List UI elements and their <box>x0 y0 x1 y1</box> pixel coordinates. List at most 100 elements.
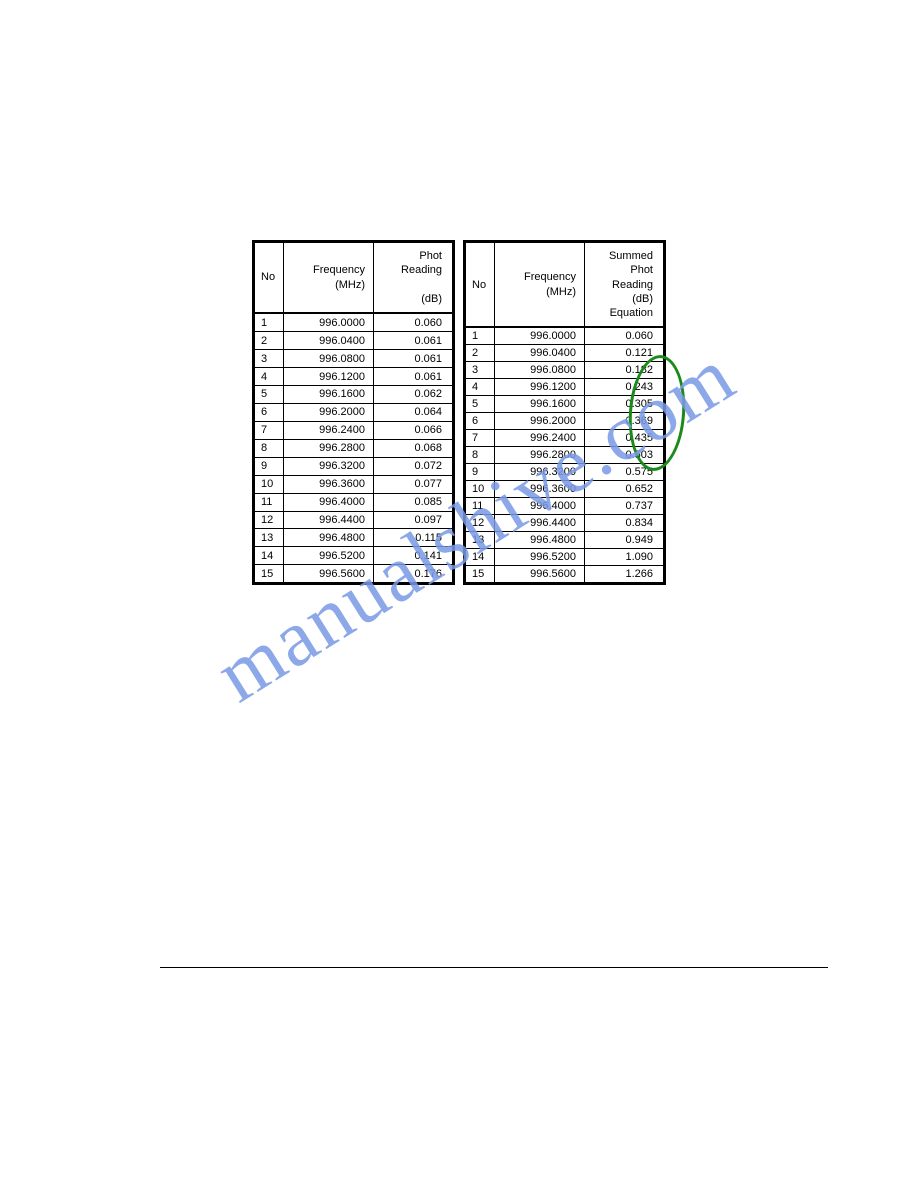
table-row: 15996.56000.176 <box>254 565 454 584</box>
table-row: 7996.24000.066 <box>254 421 454 439</box>
cell-frequency: 996.4000 <box>284 493 374 511</box>
table-row: 4996.12000.061 <box>254 368 454 386</box>
cell-no: 3 <box>465 362 495 379</box>
table-row: 12996.44000.834 <box>465 515 665 532</box>
table-header-row: No Frequency (MHz) Summed Phot Reading (… <box>465 242 665 328</box>
cell-frequency: 996.2400 <box>284 421 374 439</box>
cell-no: 4 <box>254 368 284 386</box>
cell-no: 15 <box>465 566 495 584</box>
cell-frequency: 996.0800 <box>495 362 585 379</box>
cell-no: 10 <box>254 475 284 493</box>
cell-no: 4 <box>465 379 495 396</box>
cell-no: 5 <box>254 385 284 403</box>
cell-no: 3 <box>254 350 284 368</box>
cell-frequency: 996.2000 <box>495 413 585 430</box>
cell-frequency: 996.4000 <box>495 498 585 515</box>
table-row: 11996.40000.085 <box>254 493 454 511</box>
cell-no: 7 <box>465 430 495 447</box>
cell-frequency: 996.0800 <box>284 350 374 368</box>
table-row: 13996.48000.115 <box>254 529 454 547</box>
cell-value: 0.061 <box>374 368 454 386</box>
cell-frequency: 996.2000 <box>284 403 374 421</box>
cell-no: 7 <box>254 421 284 439</box>
cell-frequency: 996.1200 <box>284 368 374 386</box>
cell-no: 15 <box>254 565 284 584</box>
table-row: 14996.52000.141 <box>254 547 454 565</box>
cell-frequency: 996.2800 <box>284 439 374 457</box>
cell-frequency: 996.4400 <box>495 515 585 532</box>
cell-value: 0.737 <box>585 498 665 515</box>
cell-no: 5 <box>465 396 495 413</box>
cell-no: 12 <box>254 511 284 529</box>
cell-value: 0.061 <box>374 350 454 368</box>
cell-value: 0.061 <box>374 332 454 350</box>
cell-frequency: 996.0400 <box>495 345 585 362</box>
cell-frequency: 996.0400 <box>284 332 374 350</box>
table-row: 4996.12000.243 <box>465 379 665 396</box>
cell-frequency: 996.5200 <box>495 549 585 566</box>
table-row: 1996.00000.060 <box>465 327 665 345</box>
table-row: 14996.52001.090 <box>465 549 665 566</box>
table-row: 5996.16000.305 <box>465 396 665 413</box>
table-row: 5996.16000.062 <box>254 385 454 403</box>
cell-no: 1 <box>254 313 284 331</box>
table-row: 9996.32000.072 <box>254 457 454 475</box>
table-row: 3996.08000.182 <box>465 362 665 379</box>
cell-no: 8 <box>254 439 284 457</box>
table-row: 13996.48000.949 <box>465 532 665 549</box>
cell-value: 0.141 <box>374 547 454 565</box>
table-row: 3996.08000.061 <box>254 350 454 368</box>
table-row: 2996.04000.061 <box>254 332 454 350</box>
table-row: 11996.40000.737 <box>465 498 665 515</box>
cell-no: 9 <box>465 464 495 481</box>
cell-frequency: 996.1600 <box>495 396 585 413</box>
cell-value: 0.949 <box>585 532 665 549</box>
col-header-no: No <box>465 242 495 328</box>
col-header-phot-reading: Phot Reading (dB) <box>374 242 454 314</box>
table-row: 12996.44000.097 <box>254 511 454 529</box>
cell-no: 12 <box>465 515 495 532</box>
cell-no: 8 <box>465 447 495 464</box>
page: No Frequency (MHz) Phot Reading (dB) 199… <box>0 0 918 1188</box>
table-right-body: 1996.00000.0602996.04000.1213996.08000.1… <box>465 327 665 584</box>
cell-value: 0.834 <box>585 515 665 532</box>
cell-no: 6 <box>254 403 284 421</box>
cell-no: 13 <box>254 529 284 547</box>
cell-no: 9 <box>254 457 284 475</box>
cell-value: 0.176 <box>374 565 454 584</box>
cell-value: 0.121 <box>585 345 665 362</box>
cell-value: 0.064 <box>374 403 454 421</box>
table-row: 2996.04000.121 <box>465 345 665 362</box>
cell-no: 14 <box>465 549 495 566</box>
table-row: 15996.56001.266 <box>465 566 665 584</box>
cell-no: 10 <box>465 481 495 498</box>
cell-value: 1.090 <box>585 549 665 566</box>
cell-value: 0.097 <box>374 511 454 529</box>
cell-frequency: 996.5600 <box>284 565 374 584</box>
table-right: No Frequency (MHz) Summed Phot Reading (… <box>463 240 666 585</box>
cell-frequency: 996.4800 <box>284 529 374 547</box>
cell-frequency: 996.1200 <box>495 379 585 396</box>
col-header-frequency: Frequency (MHz) <box>495 242 585 328</box>
cell-frequency: 996.2800 <box>495 447 585 464</box>
cell-value: 0.077 <box>374 475 454 493</box>
cell-value: 0.068 <box>374 439 454 457</box>
cell-frequency: 996.3600 <box>495 481 585 498</box>
cell-frequency: 996.3600 <box>284 475 374 493</box>
cell-value: 0.305 <box>585 396 665 413</box>
cell-frequency: 996.0000 <box>495 327 585 345</box>
cell-no: 2 <box>254 332 284 350</box>
col-header-no: No <box>254 242 284 314</box>
col-header-summed-phot-reading: Summed Phot Reading (dB) Equation <box>585 242 665 328</box>
cell-value: 0.243 <box>585 379 665 396</box>
cell-value: 0.369 <box>585 413 665 430</box>
table-header-row: No Frequency (MHz) Phot Reading (dB) <box>254 242 454 314</box>
cell-value: 0.182 <box>585 362 665 379</box>
table-row: 8996.28000.068 <box>254 439 454 457</box>
table-row: 6996.20000.369 <box>465 413 665 430</box>
cell-frequency: 996.1600 <box>284 385 374 403</box>
cell-frequency: 996.5200 <box>284 547 374 565</box>
cell-value: 0.072 <box>374 457 454 475</box>
cell-no: 2 <box>465 345 495 362</box>
cell-value: 0.085 <box>374 493 454 511</box>
